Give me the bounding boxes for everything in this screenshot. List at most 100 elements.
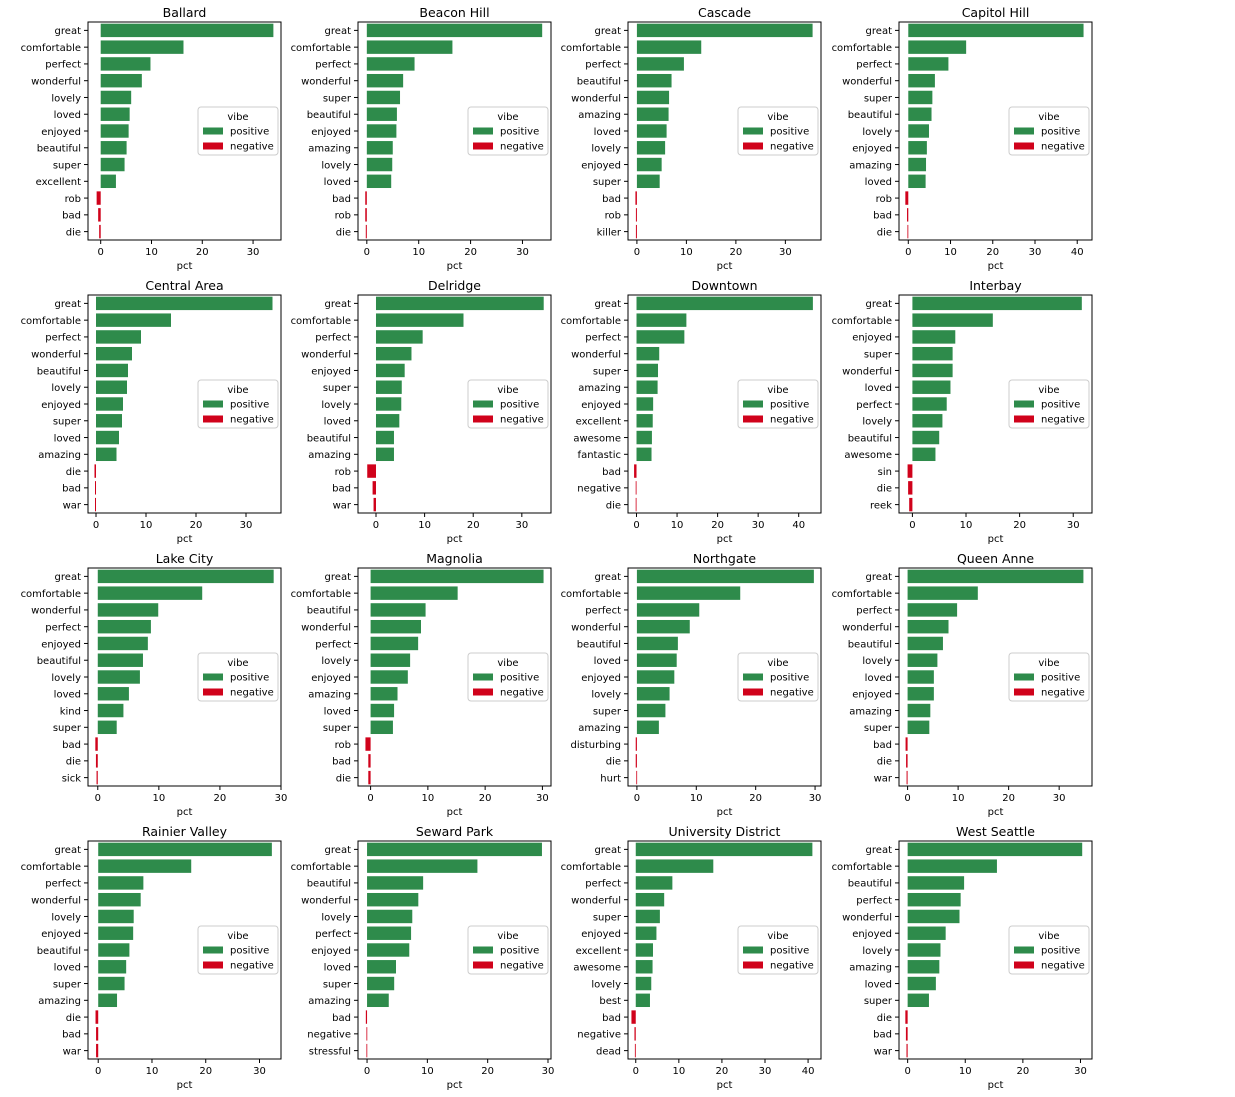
bar-negative bbox=[634, 1027, 636, 1041]
legend-title: vibe bbox=[497, 385, 518, 396]
x-tick-label: 10 bbox=[412, 247, 425, 258]
y-tick-label: enjoyed bbox=[311, 673, 351, 684]
bar-positive bbox=[96, 447, 117, 462]
y-tick-label: comfortable bbox=[291, 589, 351, 600]
legend-title: vibe bbox=[497, 112, 518, 123]
bar-positive bbox=[366, 73, 404, 88]
chart-panel: Lake City great comfortable wonderful perfec… bbox=[21, 551, 288, 818]
x-axis-label: pct bbox=[177, 1080, 193, 1091]
legend-label-negative: negative bbox=[230, 688, 274, 699]
y-tick-label: lovely bbox=[51, 912, 81, 923]
x-tick-label: 10 bbox=[146, 1066, 159, 1077]
x-axis-label: pct bbox=[988, 261, 1004, 272]
bar-positive bbox=[366, 107, 397, 121]
bar-positive bbox=[908, 57, 949, 71]
bar-positive bbox=[635, 976, 652, 991]
bar-negative bbox=[365, 1010, 368, 1024]
y-tick-label: wonderful bbox=[571, 93, 621, 104]
bar-positive bbox=[98, 926, 134, 940]
y-tick-label: amazing bbox=[849, 706, 892, 717]
bar-negative bbox=[95, 737, 98, 751]
y-tick-label: dead bbox=[596, 1046, 621, 1057]
y-tick-label: comfortable bbox=[21, 43, 81, 54]
bar-positive bbox=[366, 57, 415, 71]
y-tick-label: die bbox=[66, 757, 81, 768]
legend-swatch-negative bbox=[473, 961, 493, 969]
legend-title: vibe bbox=[227, 931, 248, 942]
y-tick-label: lovely bbox=[321, 912, 351, 923]
y-tick-label: super bbox=[864, 93, 893, 104]
y-tick-label: great bbox=[595, 572, 622, 583]
y-tick-label: comfortable bbox=[291, 43, 351, 54]
y-tick-label: beautiful bbox=[848, 110, 892, 121]
y-tick-label: beautiful bbox=[848, 879, 892, 890]
bar-positive bbox=[636, 23, 813, 38]
axes-frame bbox=[87, 294, 282, 514]
bar-positive bbox=[636, 40, 702, 54]
x-tick-label: 30 bbox=[542, 1066, 555, 1077]
chart-panel: Interbay great comfortable enjoyed super wond… bbox=[832, 278, 1093, 545]
chart-panel: Downtown great comfortable perfect wonderful… bbox=[561, 278, 822, 545]
legend-title: vibe bbox=[1038, 931, 1059, 942]
x-axis-label: pct bbox=[447, 261, 463, 272]
legend-title: vibe bbox=[767, 931, 788, 942]
y-tick-label: disturbing bbox=[570, 740, 621, 751]
x-tick-label: 0 bbox=[905, 247, 911, 258]
bar-positive bbox=[375, 313, 464, 327]
bar-negative bbox=[365, 208, 367, 222]
bar-negative bbox=[909, 497, 913, 512]
y-tick-label: war bbox=[333, 500, 352, 511]
bar-positive bbox=[97, 687, 129, 701]
legend: vibe positive negative bbox=[737, 925, 819, 975]
legend-swatch-negative bbox=[743, 142, 763, 150]
y-tick-label: wonderful bbox=[842, 366, 892, 377]
chart-panel: Queen Anne great comfortable perfect wonderf… bbox=[832, 551, 1093, 818]
axes-frame bbox=[87, 21, 282, 241]
y-tick-label: loved bbox=[324, 706, 351, 717]
bar-positive bbox=[912, 380, 951, 394]
x-tick-label: 10 bbox=[672, 1066, 685, 1077]
y-tick-label: super bbox=[53, 160, 82, 171]
axes-frame bbox=[357, 21, 552, 241]
x-tick-label: 30 bbox=[1053, 793, 1066, 804]
y-tick-label: perfect bbox=[315, 929, 351, 940]
y-tick-label: sin bbox=[878, 467, 892, 478]
bar-positive bbox=[636, 57, 684, 71]
y-tick-label: lovely bbox=[862, 127, 892, 138]
x-tick-label: 20 bbox=[1016, 1066, 1029, 1077]
y-tick-label: super bbox=[53, 417, 82, 428]
legend-swatch-positive bbox=[743, 946, 763, 954]
y-tick-label: perfect bbox=[45, 60, 81, 71]
bar-positive bbox=[635, 993, 650, 1008]
chart-panel: Delridge great comfortable perfect wonderful… bbox=[291, 278, 552, 545]
y-tick-label: great bbox=[595, 299, 622, 310]
bar-positive bbox=[636, 157, 662, 172]
legend-swatch-negative bbox=[743, 961, 763, 969]
chart-panel: Cascade great comfortable perfect beautiful w… bbox=[561, 5, 822, 272]
chart-panel: Northgate great comfortable perfect wonderfu… bbox=[561, 551, 822, 818]
bar-positive bbox=[636, 313, 687, 327]
y-tick-label: excellent bbox=[576, 946, 621, 957]
bar-positive bbox=[907, 960, 940, 974]
y-tick-label: bad bbox=[332, 484, 351, 495]
x-tick-label: 0 bbox=[904, 1066, 910, 1077]
bar-positive bbox=[636, 174, 660, 189]
y-tick-label: loved bbox=[324, 963, 351, 974]
chart-title: Rainier Valley bbox=[142, 824, 228, 839]
x-tick-label: 10 bbox=[152, 793, 165, 804]
x-tick-label: 40 bbox=[1071, 247, 1084, 258]
bar-positive bbox=[370, 603, 426, 617]
y-tick-label: wonderful bbox=[842, 912, 892, 923]
bar-negative bbox=[99, 224, 101, 239]
x-tick-label: 20 bbox=[711, 520, 724, 531]
legend: vibe positive negative bbox=[1008, 379, 1090, 429]
y-tick-label: war bbox=[63, 1046, 82, 1057]
bar-positive bbox=[635, 842, 813, 857]
y-tick-label: rob bbox=[876, 194, 892, 205]
y-tick-label: rob bbox=[335, 211, 351, 222]
legend-swatch-positive bbox=[1014, 127, 1034, 135]
chart-title: Seward Park bbox=[416, 824, 494, 839]
bar-positive bbox=[636, 90, 670, 105]
legend-label-negative: negative bbox=[770, 415, 814, 426]
